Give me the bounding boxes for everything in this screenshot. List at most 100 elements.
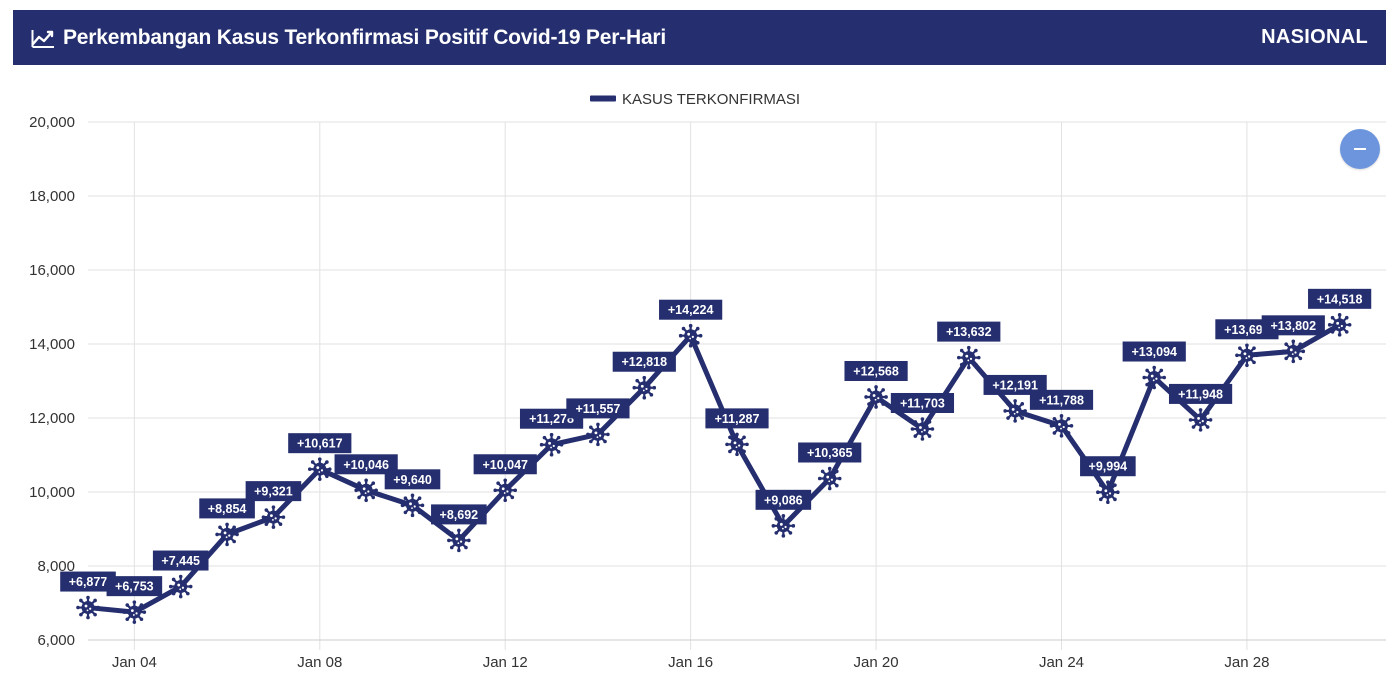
data-label-box — [288, 433, 352, 454]
x-tick-label: Jan 16 — [668, 654, 713, 671]
data-point[interactable]: +11,287 — [705, 408, 769, 457]
virus-marker-icon — [539, 432, 564, 457]
virus-marker-icon — [76, 595, 100, 620]
data-label: +13,695 — [1224, 323, 1270, 337]
data-point[interactable]: +13,802 — [1261, 315, 1325, 364]
data-label: +10,046 — [343, 458, 389, 472]
virus-marker-icon — [1188, 407, 1213, 432]
data-label: +6,877 — [69, 575, 108, 589]
data-point[interactable]: +9,086 — [755, 489, 812, 538]
data-point[interactable]: +9,321 — [245, 481, 302, 530]
header-title-group: Perkembangan Kasus Terkonfirmasi Positif… — [31, 10, 666, 65]
data-point[interactable]: +14,224 — [659, 299, 723, 348]
virus-marker-icon — [1142, 365, 1167, 390]
data-label-box — [937, 321, 1001, 342]
data-label: +11,948 — [1178, 387, 1223, 401]
data-label-box — [612, 351, 676, 372]
virus-marker-icon — [771, 513, 796, 538]
virus-marker-icon — [215, 522, 240, 547]
virus-marker-icon — [1327, 312, 1352, 337]
virus-marker-icon — [585, 422, 610, 447]
axes: 6,000 8,000 10,000 12,000 14,000 16,000 18,000… — [29, 114, 1386, 671]
data-label-box — [1080, 456, 1136, 477]
data-point[interactable]: +11,788 — [1029, 389, 1094, 438]
data-label: +11,557 — [576, 402, 621, 416]
data-label-box — [1168, 383, 1233, 404]
virus-marker-icon — [678, 323, 703, 348]
data-label-box — [798, 442, 862, 463]
data-label: +13,094 — [1131, 345, 1177, 359]
data-label: +10,047 — [482, 458, 528, 472]
y-tick-label: 18,000 — [29, 188, 75, 205]
data-point[interactable]: +6,877 — [60, 571, 116, 620]
data-point[interactable]: +14,518 — [1308, 288, 1372, 337]
data-point[interactable]: +10,617 — [288, 433, 352, 482]
data-label-box — [1029, 389, 1094, 410]
virus-marker-icon — [1281, 339, 1306, 364]
legend-label: KASUS TERKONFIRMASI — [622, 91, 800, 108]
series-kasus-terkonfirmasi: +6,877 +6,753+7,445+8,854+9,321+10,617+10… — [60, 288, 1372, 625]
data-label: +9,086 — [764, 493, 803, 507]
data-label-box — [659, 299, 723, 320]
trend-line-icon — [31, 29, 54, 48]
data-point[interactable]: +8,692 — [431, 504, 487, 553]
virus-marker-icon — [493, 478, 518, 503]
virus-marker-icon — [168, 574, 193, 599]
data-point[interactable]: +10,365 — [798, 442, 862, 491]
x-tick-label: Jan 04 — [112, 654, 157, 671]
y-tick-label: 10,000 — [29, 484, 75, 501]
data-label: +13,632 — [946, 325, 992, 339]
y-tick-label: 14,000 — [29, 336, 75, 353]
data-point[interactable]: +10,046 — [334, 454, 398, 503]
data-label: +8,692 — [440, 508, 479, 522]
virus-marker-icon — [910, 416, 935, 441]
legend: KASUS TERKONFIRMASI — [590, 91, 800, 108]
virus-marker-icon — [1234, 343, 1259, 368]
virus-marker-icon — [307, 457, 332, 482]
virus-marker-icon — [446, 528, 471, 553]
data-point[interactable]: +7,445 — [152, 550, 209, 599]
data-label-box — [106, 576, 163, 597]
y-tick-label: 12,000 — [29, 410, 75, 427]
zoom-out-button[interactable] — [1340, 129, 1380, 169]
data-label: +10,617 — [297, 437, 343, 451]
legend-item[interactable]: KASUS TERKONFIRMASI — [590, 91, 800, 108]
data-point[interactable]: +12,568 — [844, 360, 908, 409]
data-point[interactable]: +13,094 — [1122, 341, 1186, 390]
legend-swatch — [590, 95, 616, 102]
scope-label: NASIONAL — [1261, 26, 1368, 48]
data-point[interactable]: +10,047 — [473, 454, 537, 503]
virus-marker-icon — [817, 466, 842, 491]
data-point[interactable]: +12,818 — [612, 351, 676, 400]
data-label: +12,818 — [622, 355, 668, 369]
data-point[interactable]: +9,640 — [384, 469, 441, 518]
data-label: +7,445 — [161, 554, 200, 568]
data-label: +9,640 — [393, 473, 432, 487]
data-point[interactable]: +11,557 — [566, 398, 630, 447]
data-label-box — [705, 408, 769, 429]
data-point[interactable]: +13,632 — [937, 321, 1001, 370]
data-point[interactable]: +11,703 — [890, 392, 955, 441]
data-label-box — [1308, 288, 1372, 309]
data-label: +14,224 — [668, 303, 714, 317]
data-point[interactable]: +11,948 — [1168, 383, 1233, 432]
data-point[interactable]: +12,191 — [983, 374, 1047, 423]
x-tick-label: Jan 20 — [854, 654, 899, 671]
virus-marker-icon — [400, 493, 425, 518]
data-label-box — [1261, 315, 1325, 336]
y-tick-label: 16,000 — [29, 262, 75, 279]
data-point[interactable]: +9,994 — [1080, 456, 1136, 505]
virus-marker-icon — [864, 384, 889, 409]
data-point[interactable]: +8,854 — [199, 498, 255, 547]
x-tick-label: Jan 28 — [1224, 654, 1269, 671]
x-tick-label: Jan 12 — [483, 654, 528, 671]
data-point[interactable]: +6,753 — [106, 576, 163, 625]
data-label: +10,365 — [807, 446, 853, 460]
data-label-box — [1122, 341, 1186, 362]
y-tick-label: 20,000 — [29, 114, 75, 131]
y-tick-label: 6,000 — [37, 632, 75, 649]
virus-marker-icon — [725, 432, 749, 457]
data-label: +8,854 — [208, 502, 247, 516]
data-label: +11,287 — [715, 412, 760, 426]
virus-marker-icon — [122, 600, 147, 625]
